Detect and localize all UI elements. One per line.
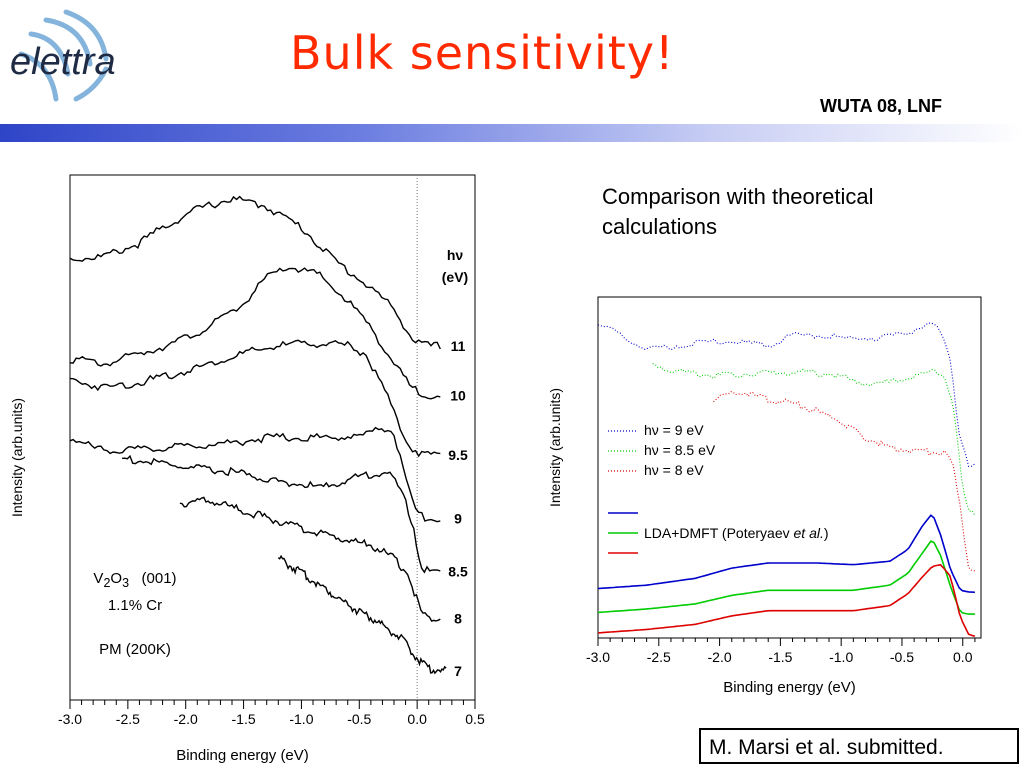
left-x-tick-label: 0.0 [407,711,427,727]
spectrum-line-8.5 [122,454,441,574]
right-x-tick-label: -1.0 [829,649,853,665]
right-x-tick-label: 0.0 [953,649,973,665]
spectrum-label-9.5: 9.5 [448,447,468,463]
left-x-tick-label: -2.0 [174,711,198,727]
citation-box: M. Marsi et al. submitted. [699,728,1019,764]
spectrum-label-9: 9 [454,510,462,526]
spectrum-line-7 [277,554,447,675]
legend-exp-label-2: hν = 8 eV [644,462,704,478]
hv-legend-units: (eV) [442,269,468,285]
logo-swirl [18,9,109,102]
right-plot-frame [597,296,982,639]
spectrum-line-10 [69,267,441,400]
left-plot-frame [69,174,476,701]
theory-line-3 [597,514,975,594]
left-x-tick-label: -2.5 [116,711,140,727]
right-x-tick-label: -3.0 [586,649,610,665]
right-x-tick-label: -1.5 [768,649,792,665]
comparison-subtitle: Comparison with theoretical calculations [602,184,874,239]
sample-orientation: (001) [141,570,177,587]
logo-wordmark: elettra [10,41,116,83]
right-x-tick-label: -2.5 [647,649,671,665]
conference-label: WUTA 08, LNF [820,96,942,116]
right-comparison-chart: -3.0 -2.5 -2.0 -1.5 -1.0 -0.5 0.0 Binding energ… [547,296,982,696]
right-y-axis-label: Intensity (arb.units) [547,388,563,507]
hv-legend-title: hν [447,247,464,263]
spectrum-line-9.5 [69,339,441,458]
sample-phase: PM (200K) [99,641,171,658]
left-x-tick-label: -1.0 [289,711,313,727]
left-x-tick-label: -3.0 [58,711,82,727]
left-x-tick-label: -0.5 [347,711,371,727]
theory-line-4 [597,540,975,615]
theory-line-5 [597,563,976,638]
sample-formula: V2O3 (001) [93,570,177,590]
legend-exp-label-0: hν = 9 eV [644,422,704,438]
spectrum-label-11: 11 [451,338,466,354]
experiment-line-2 [713,391,976,572]
right-x-tick-label: -0.5 [890,649,914,665]
legend-theory-label: LDA+DMFT (Poteryaev et al.) [644,525,829,541]
spectrum-line-11 [69,195,441,350]
left-x-tick-label: 0.5 [465,711,485,727]
spectrum-label-8: 8 [454,611,462,627]
right-x-tick-label: -2.0 [708,649,732,665]
experiment-line-1 [652,363,976,516]
left-y-axis-label: Intensity (arb.units) [9,398,25,517]
spectrum-line-8 [179,496,441,622]
page-title: Bulk sensitivity! [290,26,675,80]
header-gradient-band [0,124,1024,142]
left-spectra-chart: -3.0 -2.5 -2.0 -1.5 -1.0 -0.5 0.0 0.5 Binding en… [9,174,485,764]
spectrum-label-7: 7 [454,663,462,679]
elettra-logo: elettra [10,9,116,102]
sample-doping: 1.1% Cr [107,597,163,614]
left-x-tick-label: -1.5 [232,711,256,727]
left-x-axis-label: Binding energy (eV) [176,747,309,764]
spectrum-label-10: 10 [450,388,466,404]
right-x-axis-label: Binding energy (eV) [723,679,856,696]
legend-exp-label-1: hν = 8.5 eV [644,442,716,458]
spectrum-line-9 [69,426,441,523]
spectrum-label-8.5: 8.5 [448,563,468,579]
